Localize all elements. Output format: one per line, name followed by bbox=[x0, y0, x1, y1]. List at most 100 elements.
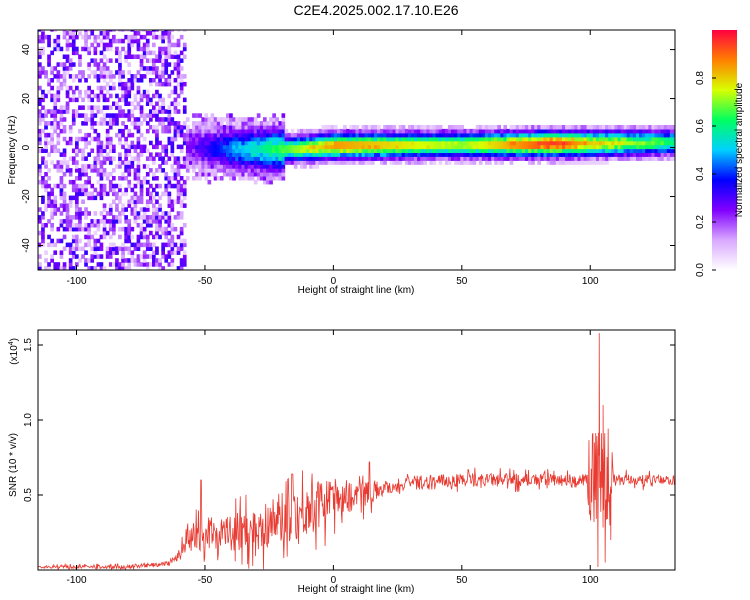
spectrogram-cell bbox=[420, 140, 424, 146]
spectrogram-cell bbox=[38, 66, 42, 71]
spectrogram-cell bbox=[213, 176, 218, 181]
spectrogram-cell bbox=[346, 148, 350, 154]
spectrogram-cell bbox=[586, 125, 591, 130]
spectrogram-cell bbox=[145, 219, 150, 224]
spectrogram-cell bbox=[167, 38, 172, 44]
spectrogram-cell bbox=[133, 78, 138, 83]
spectrogram-cell bbox=[506, 140, 511, 146]
spectrogram-cell bbox=[672, 156, 675, 161]
spectrogram-cell bbox=[312, 128, 316, 134]
spectrogram-cell bbox=[170, 250, 175, 255]
spectrogram-cell bbox=[620, 136, 625, 142]
spectrogram-cell bbox=[562, 125, 566, 130]
spectrogram-cell bbox=[87, 74, 91, 79]
spectrogram-cell bbox=[481, 148, 486, 154]
spectrogram-cell bbox=[96, 132, 101, 138]
spectrogram-cell bbox=[152, 242, 156, 248]
spectrogram-cell bbox=[506, 132, 511, 138]
spectrogram-cell bbox=[50, 226, 54, 232]
spectrogram-cell bbox=[179, 211, 184, 216]
spectrogram-cell bbox=[648, 128, 652, 134]
spectrogram-cell bbox=[321, 156, 326, 161]
spectrogram-cell bbox=[84, 172, 88, 177]
spectrogram-cell bbox=[149, 152, 153, 157]
spectrogram-cell bbox=[192, 176, 196, 181]
spectrogram-cell bbox=[59, 183, 64, 189]
spectrogram-cell bbox=[232, 148, 236, 154]
spectrogram-cell bbox=[259, 125, 264, 130]
spectrogram-cell bbox=[124, 101, 128, 107]
spectrogram-cell bbox=[389, 136, 394, 142]
spectrogram-cell bbox=[512, 140, 517, 146]
spectrogram-cell bbox=[663, 148, 668, 154]
spectrogram-cell bbox=[112, 30, 116, 32]
spectrogram-cell bbox=[247, 125, 252, 130]
spectrogram-cell bbox=[170, 144, 175, 150]
spectrogram-cell bbox=[626, 152, 631, 157]
spectrogram-cell bbox=[451, 144, 455, 150]
spectrogram-cell bbox=[155, 199, 159, 205]
spectrogram-cell bbox=[481, 152, 486, 157]
spectrogram-cell bbox=[130, 164, 135, 169]
spectrogram-cell bbox=[99, 85, 104, 91]
spectrogram-cell bbox=[176, 58, 181, 63]
spectrogram-cell bbox=[210, 168, 215, 173]
spectrogram-cell bbox=[145, 46, 150, 52]
spectrogram-cell bbox=[648, 144, 652, 150]
spectrogram-cell bbox=[164, 176, 169, 181]
spectrogram-cell bbox=[447, 125, 452, 130]
spectrogram-cell bbox=[583, 156, 588, 161]
spectrogram-cell bbox=[56, 46, 61, 52]
spectrogram-cell bbox=[161, 117, 165, 122]
spectrogram-cell bbox=[509, 132, 514, 138]
spectrogram-cell bbox=[648, 140, 652, 146]
spectrogram-cell bbox=[38, 172, 42, 177]
spectrogram-cell bbox=[176, 62, 181, 67]
spectrogram-cell bbox=[99, 117, 104, 122]
spectrogram-cell bbox=[108, 226, 113, 232]
spectrogram-cell bbox=[574, 148, 578, 154]
spectrogram-cell bbox=[475, 152, 480, 157]
spectrogram-cell bbox=[127, 262, 132, 267]
spectrogram-cell bbox=[253, 144, 258, 150]
spectrogram-cell bbox=[340, 152, 344, 157]
spectrogram-cell bbox=[611, 156, 615, 161]
spectrogram-cell bbox=[636, 144, 640, 150]
spectrogram-cell bbox=[229, 136, 233, 142]
spectrogram-cell bbox=[170, 242, 175, 248]
spectrogram-cell bbox=[99, 70, 104, 75]
spectrogram-cell bbox=[87, 66, 91, 71]
spectrogram-cell bbox=[392, 152, 397, 157]
spectrogram-cell bbox=[614, 125, 619, 130]
spectrogram-cell bbox=[145, 179, 150, 185]
spectrogram-cell bbox=[124, 168, 128, 173]
spectrogram-cell bbox=[87, 230, 91, 236]
spectrogram-cell bbox=[278, 148, 283, 154]
spectrogram-cell bbox=[38, 85, 42, 91]
spectrogram-cell bbox=[115, 50, 119, 56]
spectrogram-cell bbox=[50, 160, 54, 165]
spectrogram-cell bbox=[565, 160, 569, 165]
spectrogram-cell bbox=[192, 125, 196, 130]
spectrogram-cell bbox=[139, 234, 144, 240]
spectrogram-cell bbox=[136, 195, 141, 201]
spectrogram-cell bbox=[367, 152, 372, 157]
spectrogram-cell bbox=[333, 148, 338, 154]
spectrogram-cell bbox=[87, 117, 91, 122]
spectrogram-cell bbox=[136, 179, 141, 185]
spectrogram-cell bbox=[562, 148, 566, 154]
spectrogram-cell bbox=[93, 38, 98, 44]
spectrogram-cell bbox=[185, 152, 190, 157]
spectrogram-cell bbox=[275, 176, 279, 181]
spectrogram-cell bbox=[155, 226, 159, 232]
spectrogram-cell bbox=[222, 136, 227, 142]
spectrogram-cell bbox=[59, 113, 64, 118]
spectrogram-cell bbox=[127, 89, 132, 95]
spectrogram-cell bbox=[374, 156, 378, 161]
spectrogram-cell bbox=[204, 160, 209, 165]
spectrogram-cell bbox=[204, 152, 209, 157]
spectrogram-cell bbox=[96, 62, 101, 67]
spectrogram-cell bbox=[521, 125, 526, 130]
spectrogram-cell bbox=[139, 66, 144, 71]
spectrogram-cell bbox=[263, 152, 267, 157]
